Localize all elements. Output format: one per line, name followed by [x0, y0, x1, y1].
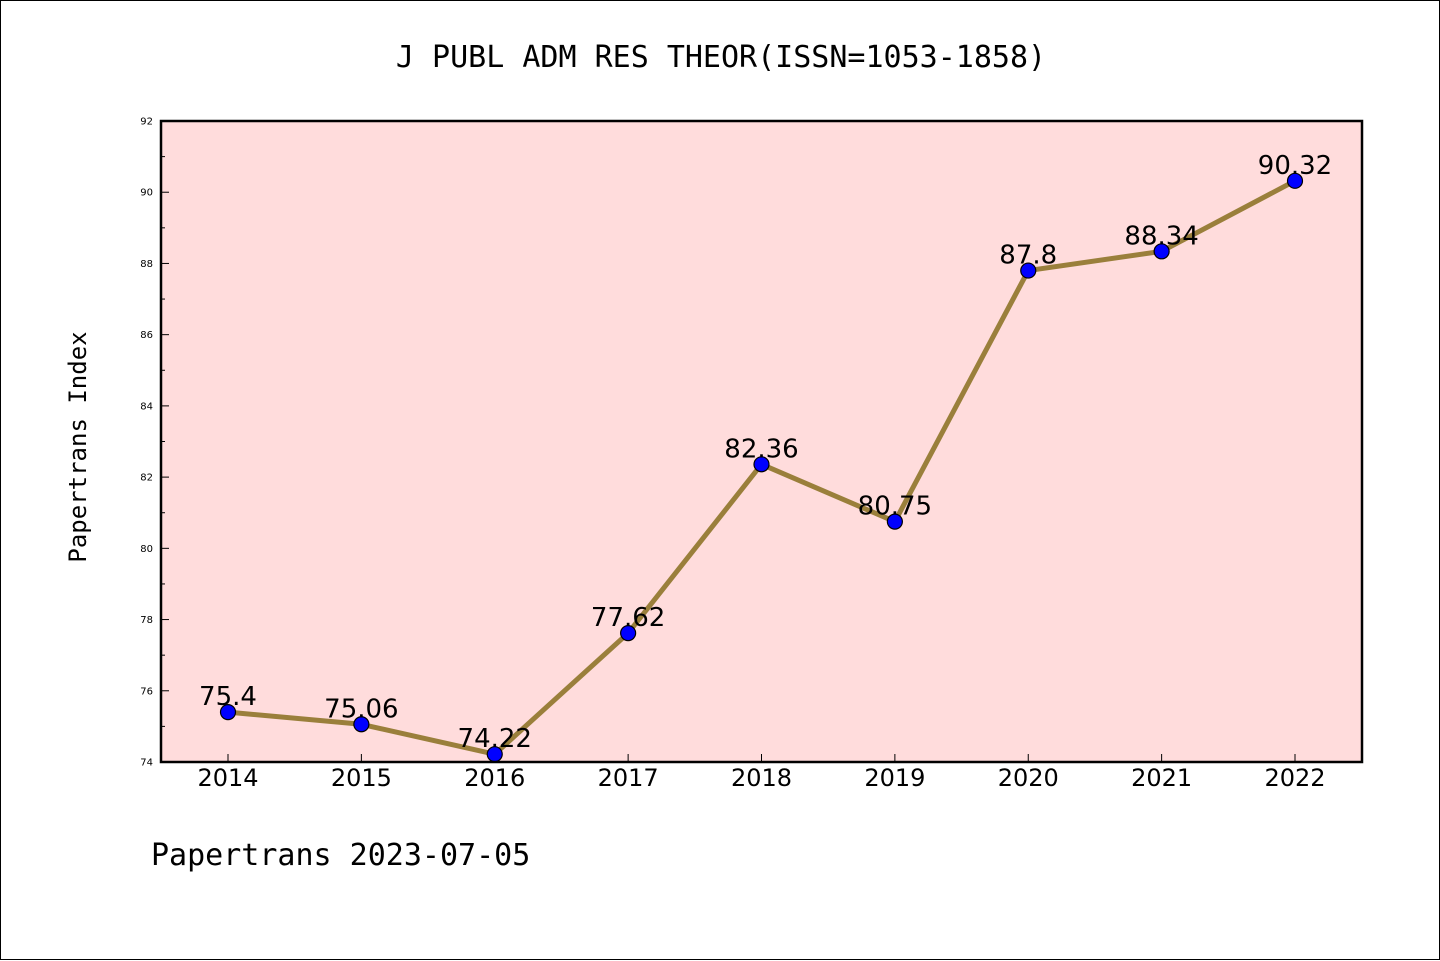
chart-title: J PUBL ADM RES THEOR(ISSN=1053-1858) — [396, 40, 1046, 75]
data-point-marker — [219, 704, 237, 721]
y-axis-ticks: 74 76 78 80 82 84 86 88 90 92 — [140, 117, 169, 769]
data-label: 75.4 — [199, 682, 257, 712]
y-tick-label: 82 — [140, 473, 153, 484]
y-axis-label: Papertrans Index — [64, 331, 92, 562]
y-tick-label: 76 — [140, 686, 153, 697]
x-tick-label: 2015 — [331, 764, 392, 792]
x-tick-label: 2016 — [464, 764, 525, 792]
data-label: 90.32 — [1258, 151, 1332, 181]
x-tick-label: 2022 — [1264, 764, 1325, 792]
data-label: 82.36 — [724, 434, 798, 464]
data-label: 77.62 — [591, 603, 665, 633]
y-tick-label: 84 — [140, 401, 153, 412]
data-point-marker — [753, 456, 770, 473]
x-tick-label: 2021 — [1131, 764, 1192, 792]
x-tick-label: 2018 — [731, 764, 792, 792]
data-point-marker — [1286, 172, 1304, 189]
footer-credit: Papertrans 2023-07-05 — [151, 838, 530, 873]
data-point-marker — [353, 716, 370, 733]
x-tick-label: 2019 — [864, 764, 925, 792]
data-point-marker — [1020, 262, 1037, 279]
y-tick-label: 80 — [140, 544, 153, 555]
data-point-marker — [886, 513, 903, 530]
x-tick-label: 2017 — [598, 764, 659, 792]
y-tick-label: 88 — [140, 259, 153, 270]
x-axis-ticks: 2014 2015 2016 2017 2018 2019 2020 2021 2022 — [197, 754, 1326, 792]
data-label: 80.75 — [858, 492, 932, 522]
plot-area-background — [161, 121, 1362, 762]
y-tick-label: 78 — [140, 615, 153, 626]
plot-area-frame — [159, 119, 1364, 764]
data-label: 75.06 — [324, 694, 398, 724]
data-label: 74.22 — [458, 724, 532, 754]
y-tick-label: 90 — [140, 188, 153, 199]
x-tick-label: 2014 — [197, 764, 258, 792]
data-point-marker — [1153, 243, 1170, 260]
series-line-group: 75.4 75.06 74.22 77.62 82.36 80.75 87.8 88.34 90… — [199, 151, 1332, 763]
y-tick-label: 74 — [140, 758, 153, 769]
y-tick-label: 86 — [140, 330, 153, 341]
data-label: 87.8 — [999, 241, 1057, 271]
y-tick-label: 92 — [140, 117, 153, 128]
data-label: 88.34 — [1124, 221, 1198, 251]
x-tick-label: 2020 — [998, 764, 1059, 792]
data-point-marker — [620, 624, 637, 642]
